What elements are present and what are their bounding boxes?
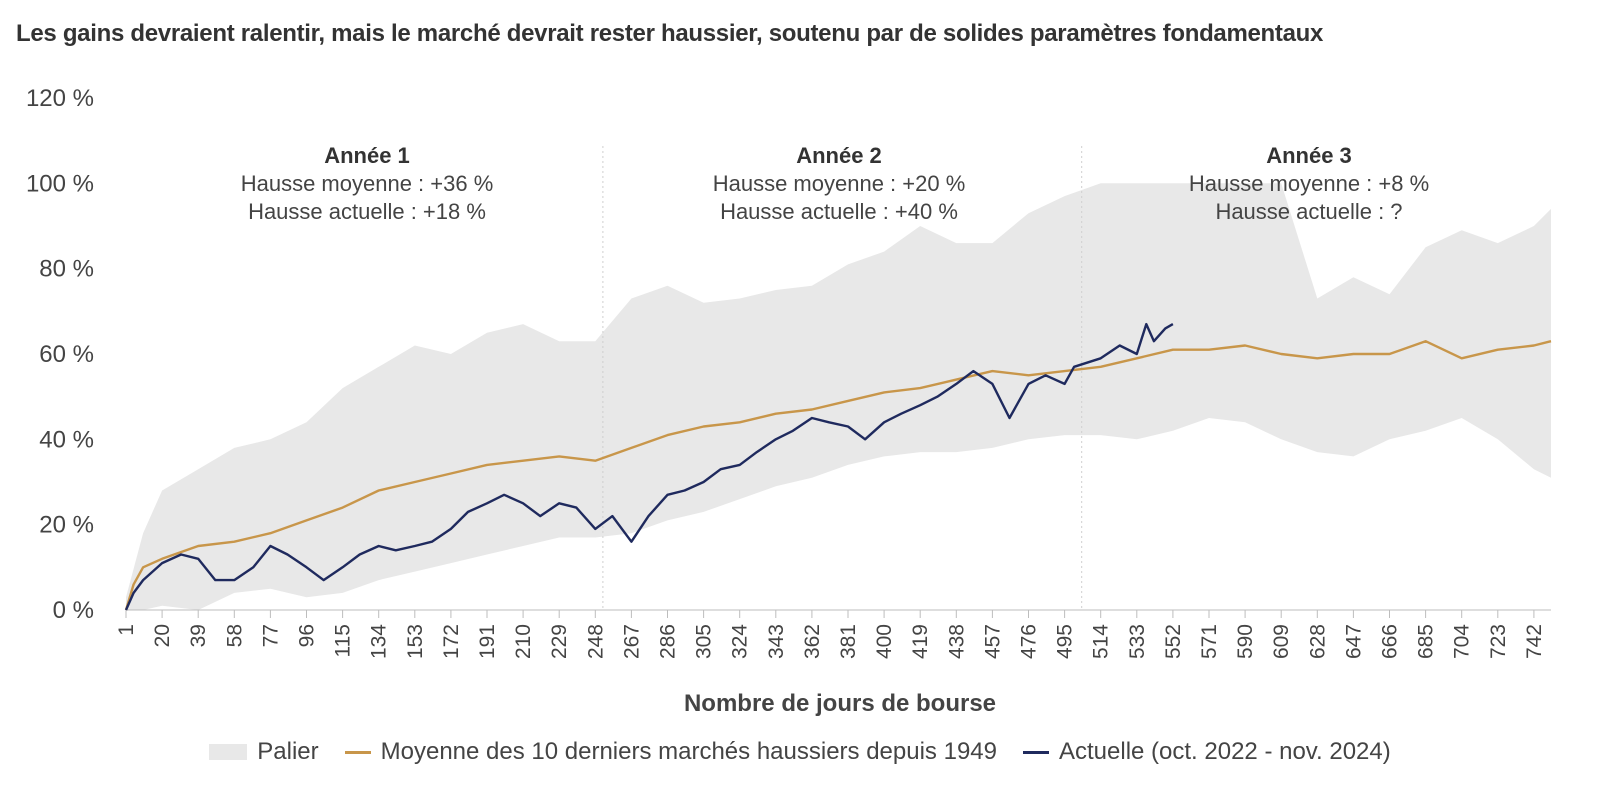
x-tick-label: 229 bbox=[548, 624, 571, 659]
x-tick-label: 153 bbox=[404, 624, 427, 659]
chart-title: Les gains devraient ralentir, mais le ma… bbox=[16, 20, 1324, 47]
x-tick-label: 343 bbox=[765, 624, 788, 659]
x-tick-label: 286 bbox=[657, 624, 680, 659]
x-tick-label: 305 bbox=[693, 624, 716, 659]
x-tick-label: 666 bbox=[1379, 624, 1402, 659]
x-tick-label: 134 bbox=[368, 624, 391, 659]
x-tick-label: 20 bbox=[151, 624, 174, 647]
x-tick-label: 609 bbox=[1270, 624, 1293, 659]
y-tick-label: 100 % bbox=[26, 170, 94, 197]
legend-swatch-average bbox=[344, 750, 371, 754]
x-tick-label: 58 bbox=[223, 624, 246, 647]
x-tick-label: 438 bbox=[945, 624, 968, 659]
x-tick-label: 210 bbox=[512, 624, 535, 659]
current-line bbox=[124, 322, 1174, 611]
annotation-current: Hausse actuelle : +18 % bbox=[248, 199, 486, 224]
x-tick-label: 39 bbox=[187, 624, 210, 647]
annotation-current: Hausse actuelle : ? bbox=[1215, 199, 1402, 224]
x-tick-label: 590 bbox=[1234, 624, 1257, 659]
annotation-title: Année 2 bbox=[796, 143, 882, 168]
legend-label-current: Actuelle (oct. 2022 - nov. 2024) bbox=[1058, 738, 1391, 765]
x-tick-label: 552 bbox=[1162, 624, 1185, 659]
x-tick-label: 685 bbox=[1415, 624, 1438, 659]
y-tick-label: 60 % bbox=[39, 341, 94, 368]
x-tick-label: 191 bbox=[476, 624, 499, 659]
annotation-average: Hausse moyenne : +20 % bbox=[713, 171, 966, 196]
average-line bbox=[124, 340, 1552, 611]
annotation-average: Hausse moyenne : +8 % bbox=[1189, 171, 1429, 196]
legend-item-current: Actuelle (oct. 2022 - nov. 2024) bbox=[1022, 738, 1391, 766]
x-tick-label: 1 bbox=[115, 624, 138, 636]
legend: Palier Moyenne des 10 derniers marchés h… bbox=[0, 734, 1600, 770]
x-tick-label: 362 bbox=[801, 624, 824, 659]
annotation-title: Année 3 bbox=[1266, 143, 1352, 168]
band-layer bbox=[126, 183, 1551, 611]
y-tick-label: 40 % bbox=[39, 426, 94, 453]
annotations: Année 1 Hausse moyenne : +36 % Hausse actu… bbox=[241, 143, 1429, 224]
x-tick-label: 381 bbox=[837, 624, 860, 659]
x-tick-label: 514 bbox=[1090, 624, 1113, 659]
y-tick-label: 80 % bbox=[39, 256, 94, 283]
x-tick-label: 628 bbox=[1306, 624, 1329, 659]
x-tick-label: 457 bbox=[981, 624, 1004, 659]
x-tick-label: 476 bbox=[1018, 624, 1041, 659]
x-tick-label: 571 bbox=[1198, 624, 1221, 659]
y-tick-label: 0 % bbox=[53, 597, 94, 624]
annotation-current: Hausse actuelle : +40 % bbox=[720, 199, 958, 224]
annotation-title: Année 1 bbox=[324, 143, 410, 168]
x-tick-label: 400 bbox=[873, 624, 896, 659]
year-dividers bbox=[602, 146, 1083, 610]
x-tick-label: 248 bbox=[584, 624, 607, 659]
legend-item-band: Palier bbox=[209, 738, 319, 766]
y-tick-label: 120 % bbox=[26, 85, 94, 112]
x-tick-label: 723 bbox=[1487, 624, 1510, 659]
x-tick-label: 419 bbox=[909, 624, 932, 659]
x-tick-label: 115 bbox=[332, 624, 355, 657]
x-tick-label: 77 bbox=[259, 624, 282, 647]
axes: 0 % 20 % 40 % 60 % 80 % 100 % 120 % 1 20 39 58 77 96… bbox=[26, 85, 1551, 659]
x-tick-label: 172 bbox=[440, 624, 463, 659]
x-tick-label: 267 bbox=[620, 624, 643, 659]
band-area bbox=[126, 183, 1551, 611]
x-tick-label: 96 bbox=[296, 624, 319, 647]
y-tick-label: 20 % bbox=[39, 512, 94, 539]
x-tick-label: 647 bbox=[1342, 624, 1365, 659]
x-tick-label: 533 bbox=[1126, 624, 1149, 659]
annotation-average: Hausse moyenne : +36 % bbox=[241, 171, 494, 196]
legend-swatch-current bbox=[1022, 750, 1049, 754]
x-tick-label: 704 bbox=[1451, 624, 1474, 659]
legend-swatch-band bbox=[209, 744, 248, 760]
legend-label-band: Palier bbox=[257, 738, 319, 765]
x-tick-label: 495 bbox=[1054, 624, 1077, 659]
legend-label-average: Moyenne des 10 derniers marchés haussier… bbox=[380, 738, 997, 765]
x-tick-label: 742 bbox=[1523, 624, 1546, 659]
x-tick-label: 324 bbox=[729, 624, 752, 659]
series-layer bbox=[124, 322, 1552, 611]
legend-item-average: Moyenne des 10 derniers marchés haussier… bbox=[344, 738, 997, 766]
line-chart: 0 % 20 % 40 % 60 % 80 % 100 % 120 % 1 20 39 58 77 96… bbox=[26, 85, 1552, 717]
x-axis-title: Nombre de jours de bourse bbox=[684, 690, 996, 717]
